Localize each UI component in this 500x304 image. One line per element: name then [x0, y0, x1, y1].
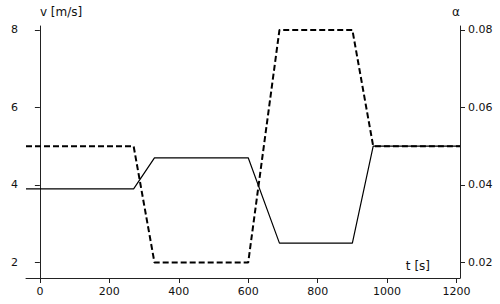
svg-text:800: 800	[307, 285, 328, 298]
svg-text:200: 200	[99, 285, 120, 298]
svg-text:4: 4	[11, 178, 18, 191]
svg-text:t [s]: t [s]	[406, 259, 430, 273]
svg-text:0.06: 0.06	[468, 101, 493, 114]
svg-text:2: 2	[11, 256, 18, 269]
svg-text:1000: 1000	[373, 285, 401, 298]
svg-text:8: 8	[11, 23, 18, 36]
svg-text:0: 0	[36, 285, 43, 298]
svg-text:1200: 1200	[443, 285, 471, 298]
svg-text:0.04: 0.04	[468, 178, 493, 191]
svg-text:α: α	[452, 5, 460, 19]
svg-text:v [m/s]: v [m/s]	[40, 5, 82, 19]
svg-text:6: 6	[11, 101, 18, 114]
svg-text:400: 400	[168, 285, 189, 298]
svg-text:0.08: 0.08	[468, 23, 493, 36]
svg-text:600: 600	[238, 285, 259, 298]
svg-text:0.02: 0.02	[468, 256, 493, 269]
